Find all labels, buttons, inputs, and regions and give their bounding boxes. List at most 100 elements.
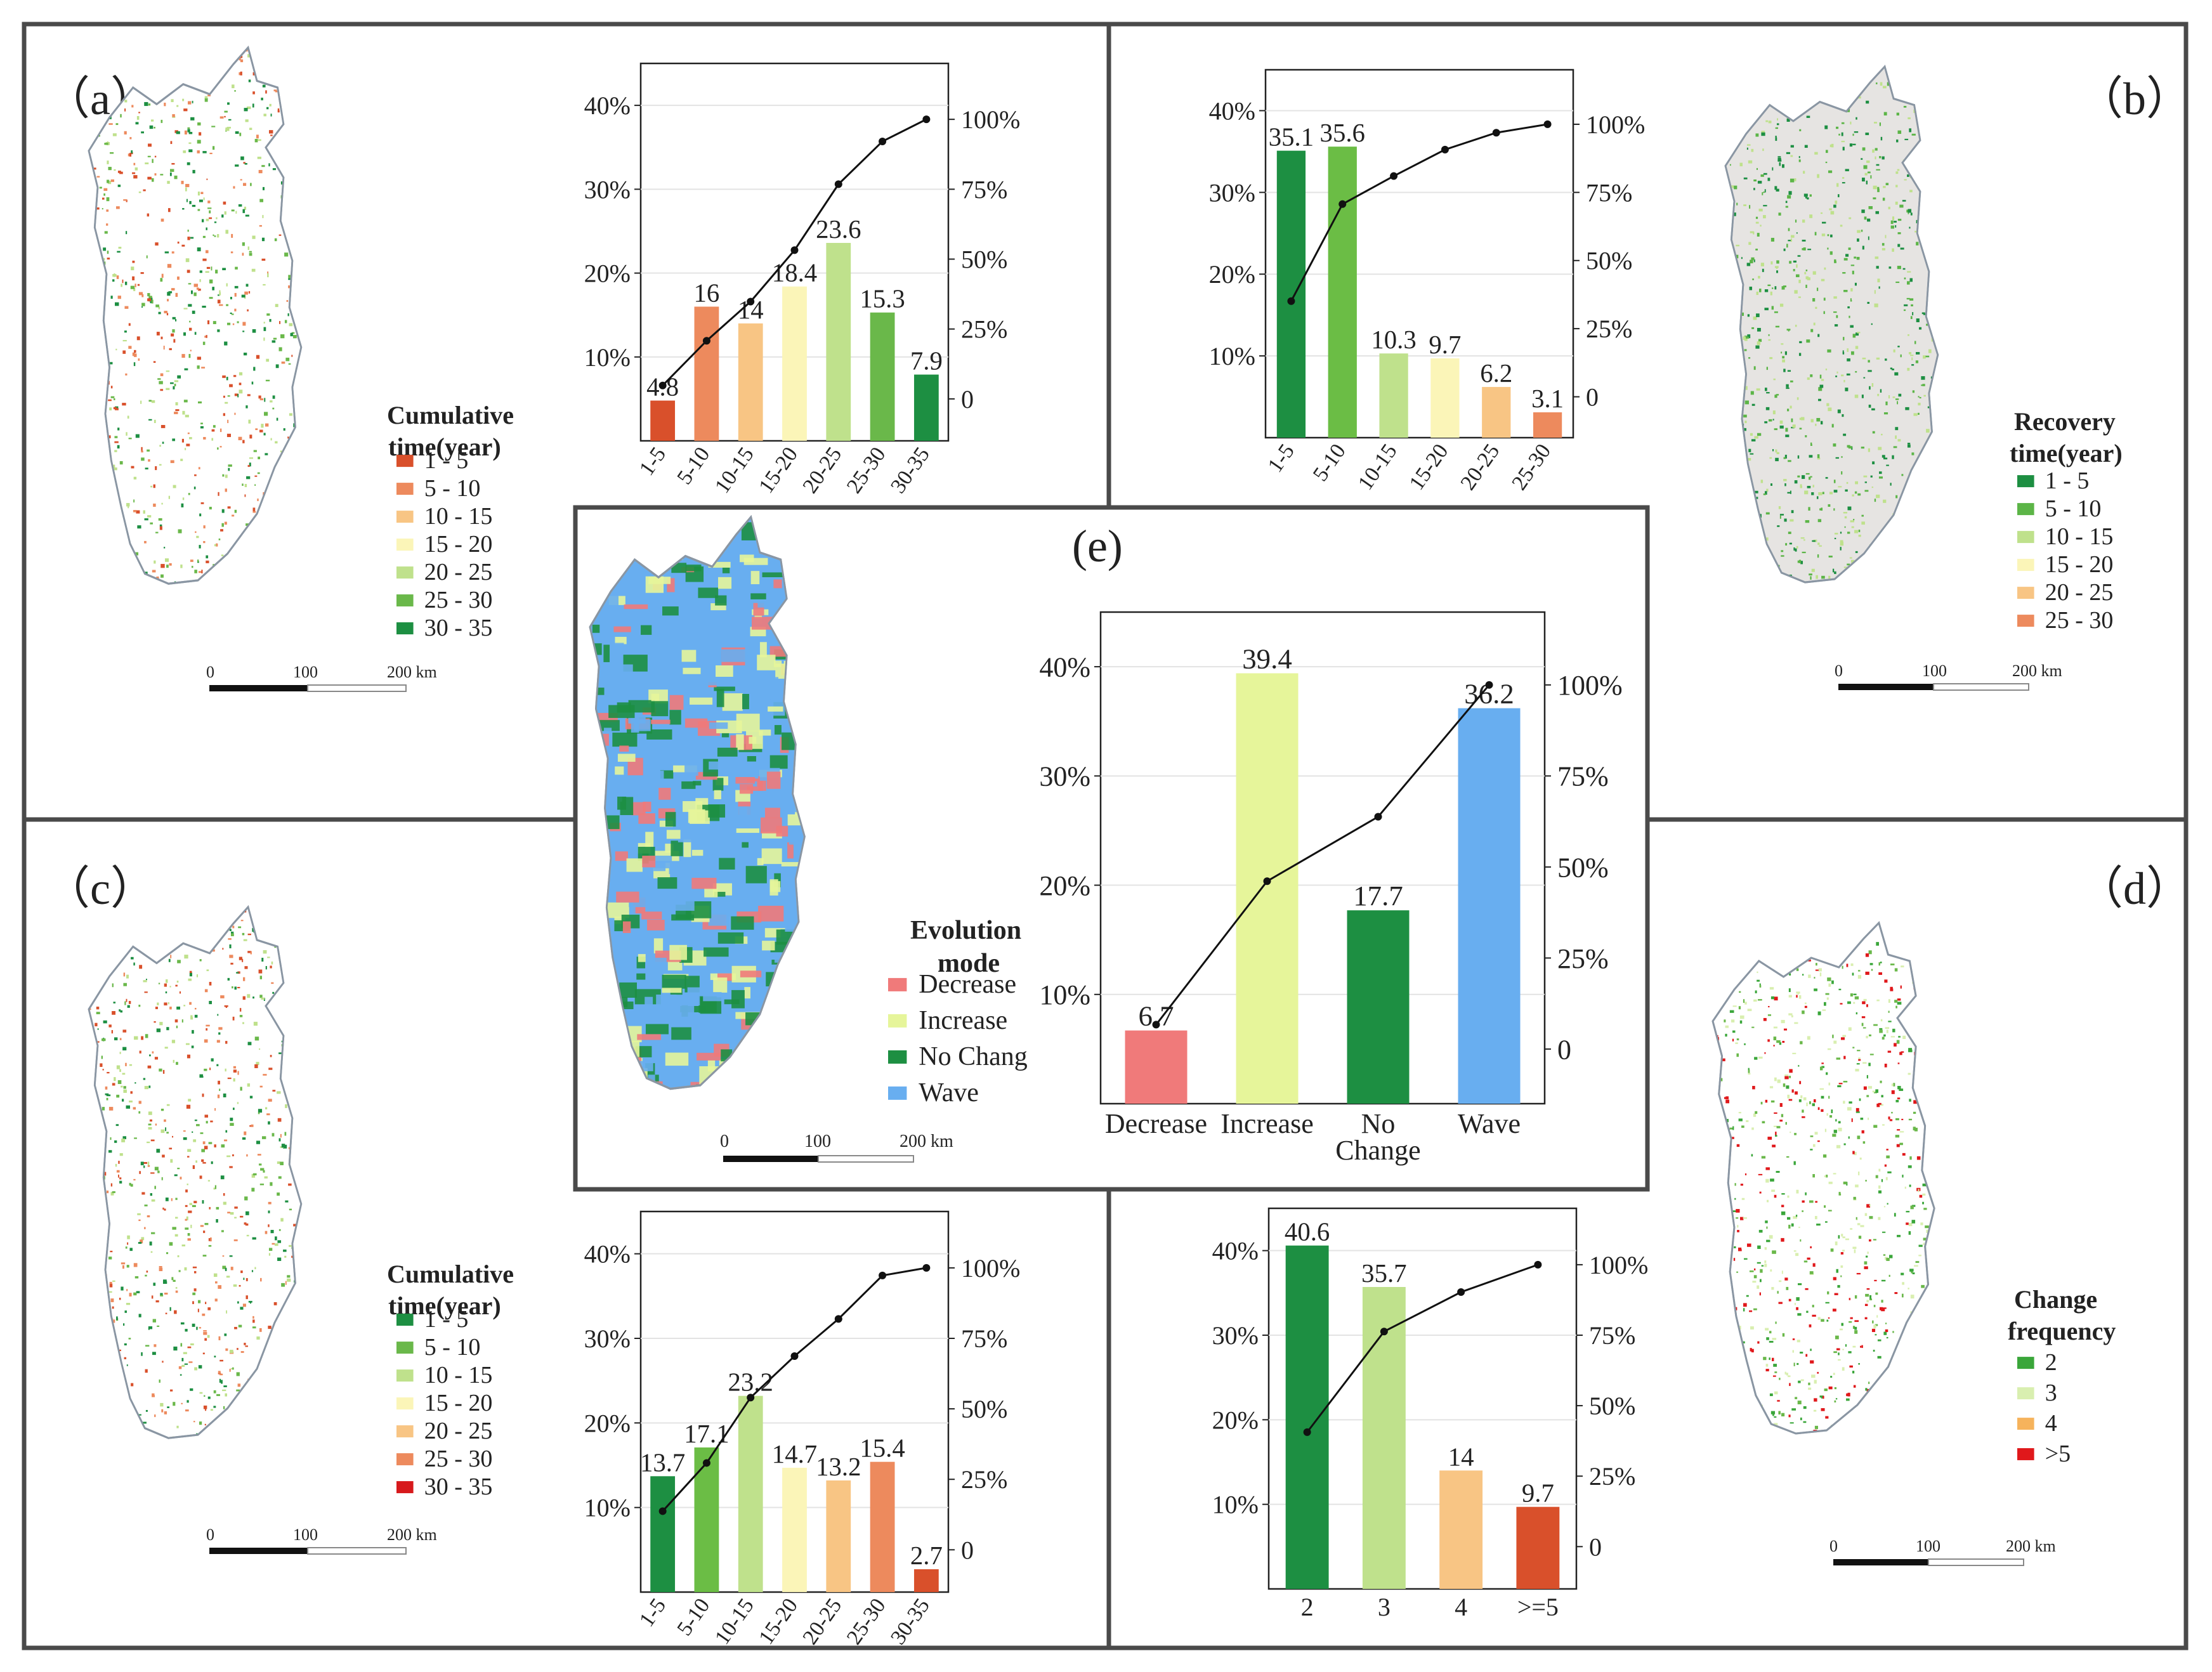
legend-d-title-2: frequency <box>2008 1317 2116 1345</box>
map-a <box>88 46 303 585</box>
chart-e-y2-tick: 50% <box>1557 852 1609 883</box>
chart-b-value-label-3: 9.7 <box>1429 330 1461 359</box>
chart-c-bar-5 <box>870 1461 895 1592</box>
chart-c-cumulative-point-4 <box>834 1315 842 1323</box>
chart-b-bar-1 <box>1328 147 1357 438</box>
legend-a-swatch-3 <box>396 539 414 551</box>
chart-c-bar-3 <box>782 1468 807 1592</box>
legend-b-item-4: 20 - 25 <box>2045 579 2114 606</box>
chart-a-value-label-3: 18.4 <box>772 259 817 287</box>
chart-c-bar-6 <box>913 1569 939 1592</box>
panel-e-label: (e) <box>1072 521 1123 571</box>
legend-a-item-1: 5 - 10 <box>424 475 481 502</box>
legend-b-item-0: 1 - 5 <box>2045 467 2090 494</box>
chart-d-y2-tick: 75% <box>1589 1321 1635 1350</box>
chart-b-x-tick-3: 15-20 <box>1405 440 1453 494</box>
chart-e-x-tick-3: Wave <box>1458 1108 1521 1139</box>
scale-e-0: 0 <box>720 1132 729 1151</box>
chart-c-value-label-0: 13.7 <box>640 1448 685 1477</box>
scale-d-100: 100 <box>1916 1537 1940 1555</box>
chart-d-y2-tick: 100% <box>1589 1251 1648 1279</box>
chart-a-bar-2 <box>738 323 763 441</box>
chart-b-value-label-1: 35.6 <box>1320 119 1365 147</box>
legend-e-item-3: Wave <box>919 1078 979 1107</box>
map-d <box>1711 921 1935 1435</box>
legend-d-item-3: >5 <box>2045 1440 2071 1467</box>
chart-a-cumulative-point-3 <box>790 246 799 254</box>
chart-e-value-label-2: 17.7 <box>1353 880 1403 911</box>
legend-e-item-1: Increase <box>919 1006 1007 1035</box>
legend-e-swatch-2 <box>888 1050 907 1064</box>
legend-c-title-1: Cumulative <box>387 1260 514 1288</box>
chart-e-x-tick-2: Change <box>1335 1135 1420 1166</box>
scale-c-100: 100 <box>293 1525 318 1544</box>
chart-b-y2-tick: 0 <box>1586 383 1599 412</box>
chart-d-y2-tick: 50% <box>1589 1392 1635 1420</box>
chart-a-y2-tick: 25% <box>961 315 1007 344</box>
chart-b-y-tick: 30% <box>1209 178 1255 207</box>
chart-d-value-label-3: 9.7 <box>1522 1479 1554 1508</box>
scale-bar-b: 0 100 200 km <box>1835 662 2062 691</box>
chart-a-y2-tick: 50% <box>961 245 1007 274</box>
chart-a-x-tick-5: 25-30 <box>842 443 891 497</box>
legend-e-swatch-0 <box>888 977 907 991</box>
chart-a-bar-0 <box>650 400 676 441</box>
chart-e-bar-2 <box>1347 910 1410 1104</box>
chart-c-value-label-1: 17.1 <box>684 1420 729 1448</box>
chart-c-value-label-6: 2.7 <box>910 1541 943 1570</box>
scale-b-200: 200 km <box>2012 662 2062 680</box>
legend-c-item-6: 30 - 35 <box>424 1473 493 1500</box>
chart-b-bar-2 <box>1379 353 1408 438</box>
scale-c-200: 200 km <box>387 1525 437 1544</box>
scale-b-0: 0 <box>1835 662 1843 680</box>
chart-b-x-tick-2: 10-15 <box>1354 440 1402 494</box>
chart-c-bar-2 <box>738 1395 763 1592</box>
legend-c-swatch-2 <box>396 1369 414 1382</box>
chart-c: 10% 20% 30% 40% 0 25% 50% 75% 100% 13.7 1-5 17.1 5-1… <box>584 1210 1020 1649</box>
chart-c-cumulative-point-0 <box>658 1507 667 1515</box>
chart-c-bar-1 <box>694 1447 719 1592</box>
chart-a-cumulative-point-2 <box>747 297 755 306</box>
chart-c-y2-tick: 100% <box>961 1254 1020 1283</box>
chart-a-y-tick: 40% <box>584 91 631 120</box>
chart-e-cumulative-point-0 <box>1152 1021 1160 1029</box>
legend-a-swatch-6 <box>396 622 414 635</box>
chart-b-x-tick-0: 1-5 <box>1264 440 1299 476</box>
chart-c-value-label-3: 14.7 <box>772 1440 817 1468</box>
chart-d-x-tick-0: 2 <box>1301 1593 1314 1621</box>
legend-c-swatch-0 <box>396 1314 414 1326</box>
legend-b-item-2: 10 - 15 <box>2045 523 2114 550</box>
legend-a-swatch-2 <box>396 511 414 523</box>
chart-c-value-label-4: 13.2 <box>816 1453 861 1481</box>
chart-a-x-tick-4: 20-25 <box>799 443 847 497</box>
legend-d-item-1: 3 <box>2045 1380 2057 1406</box>
legend-d-item-2: 4 <box>2045 1410 2057 1437</box>
chart-b-cumulative-point-5 <box>1543 120 1552 128</box>
map-b <box>1724 65 1939 584</box>
legend-d-title-1: Change <box>2014 1285 2097 1314</box>
chart-e-value-label-1: 39.4 <box>1242 643 1292 674</box>
legend-d-swatch-1 <box>2017 1387 2034 1400</box>
legend-c-swatch-5 <box>396 1453 414 1466</box>
scale-b-100: 100 <box>1922 662 1947 680</box>
chart-b-y-tick: 40% <box>1209 96 1255 125</box>
legend-b-swatch-3 <box>2017 559 2034 571</box>
chart-c-y2-tick: 50% <box>961 1395 1007 1423</box>
chart-c-y-tick: 20% <box>584 1409 631 1437</box>
chart-c-x-tick-1: 5-10 <box>672 1594 714 1640</box>
chart-b-value-label-0: 35.1 <box>1269 123 1314 152</box>
chart-a-y2-tick: 100% <box>961 105 1020 134</box>
scale-e-200: 200 km <box>900 1132 953 1151</box>
chart-b-cumulative-point-2 <box>1390 172 1398 180</box>
chart-a-cumulative-point-5 <box>879 137 887 145</box>
chart-d-cumulative-line <box>1306 1264 1538 1433</box>
chart-b-cumulative-point-1 <box>1338 200 1347 208</box>
legend-e-title-1: Evolution <box>910 916 1021 945</box>
chart-a-value-label-1: 16 <box>694 278 720 307</box>
legend-c-item-5: 25 - 30 <box>424 1446 493 1472</box>
chart-a-cumulative-point-6 <box>922 115 931 124</box>
map-c <box>88 905 303 1439</box>
legend-c-item-0: 1 - 5 <box>424 1306 469 1333</box>
legend-c-item-2: 10 - 15 <box>424 1362 493 1388</box>
chart-b-value-label-5: 3.1 <box>1531 384 1564 413</box>
